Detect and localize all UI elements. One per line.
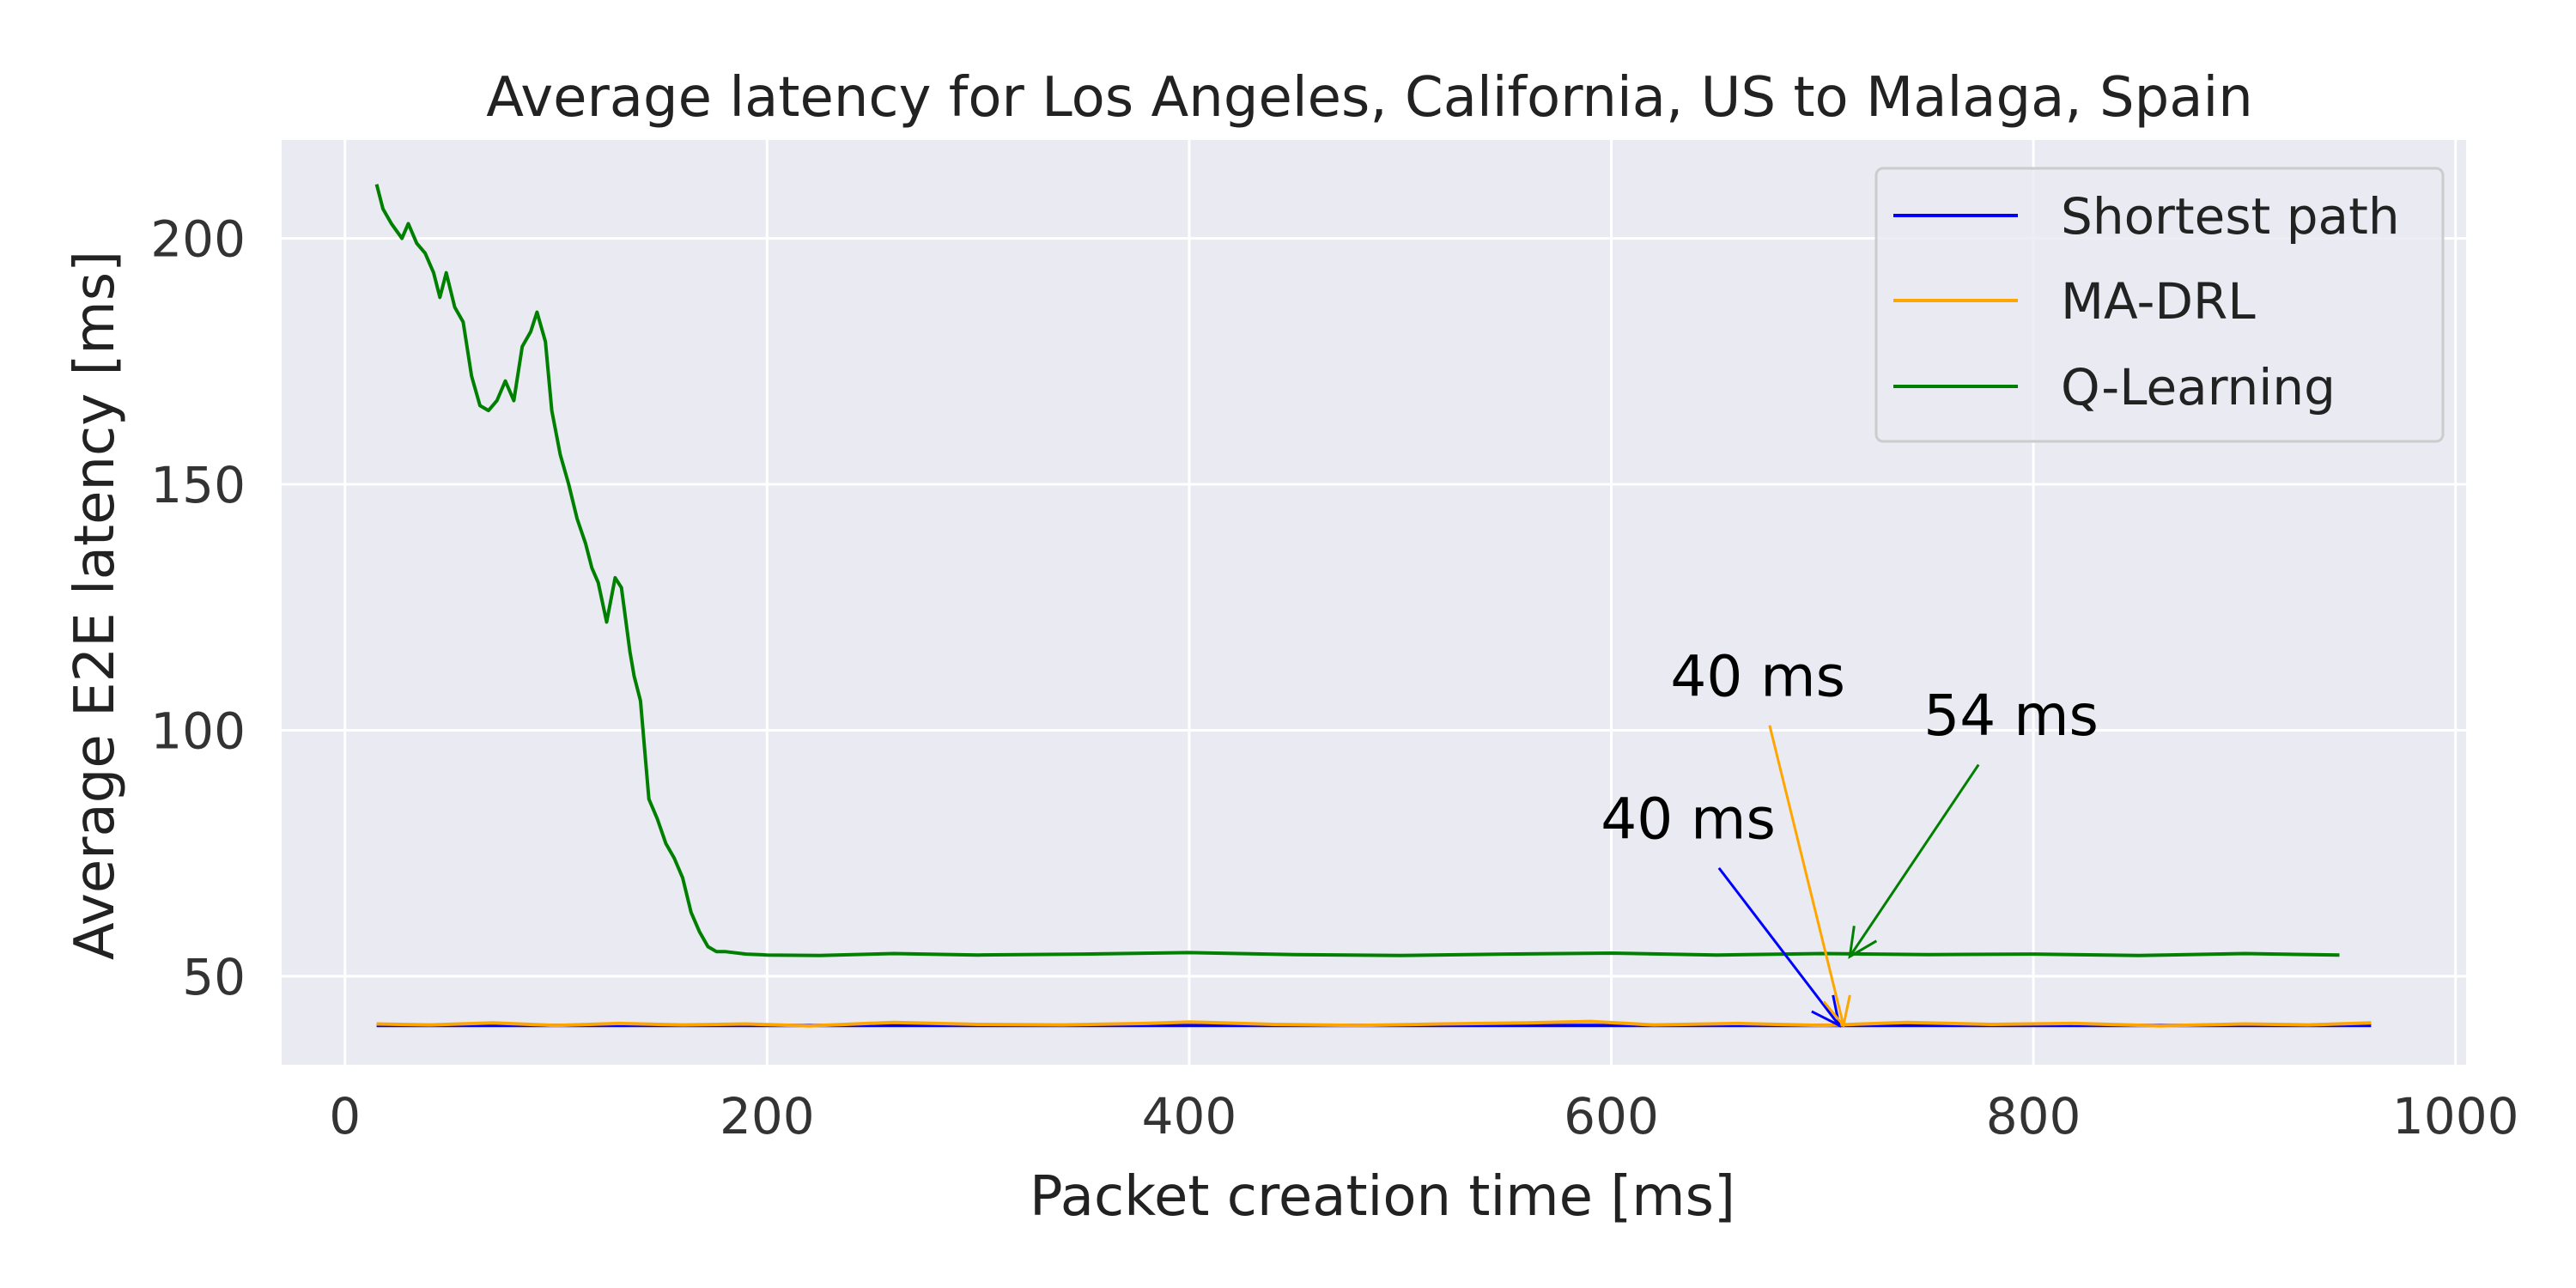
x-tick-label: 800 bbox=[1986, 1087, 2081, 1145]
series-layer bbox=[374, 184, 2372, 1028]
x-tick-label: 400 bbox=[1142, 1087, 1237, 1145]
legend-label-q-learning: Q-Learning bbox=[2061, 358, 2336, 416]
y-axis-label: Average E2E latency [ms] bbox=[64, 251, 127, 960]
x-tick-label: 0 bbox=[329, 1087, 361, 1145]
legend-label-shortest-path: Shortest path bbox=[2061, 187, 2400, 246]
annotation-label-1: 40 ms bbox=[1670, 643, 1845, 709]
annotation-arrowhead-2 bbox=[1848, 926, 1878, 959]
annotation-label-2: 54 ms bbox=[1923, 683, 2099, 749]
chart-title: Average latency for Los Angeles, Califor… bbox=[486, 66, 2253, 130]
y-tick-label: 200 bbox=[150, 210, 246, 269]
x-tick-labels: 0 200 400 600 800 1000 bbox=[329, 1087, 2518, 1145]
y-tick-label: 50 bbox=[182, 948, 246, 1006]
x-tick-label: 1000 bbox=[2392, 1087, 2519, 1145]
x-tick-label: 600 bbox=[1564, 1087, 1659, 1145]
legend-box bbox=[1874, 167, 2445, 443]
y-tick-label: 150 bbox=[150, 456, 246, 514]
legend: Shortest path MA-DRL Q-Learning bbox=[1874, 167, 2445, 443]
legend-label-ma-drl: MA-DRL bbox=[2061, 272, 2256, 331]
series-line-q-learning bbox=[374, 184, 2340, 957]
series-line-ma-drl bbox=[376, 1019, 2372, 1028]
annotation-label-0: 40 ms bbox=[1601, 786, 1776, 852]
annotation-arrow-1 bbox=[1768, 725, 1845, 1026]
annotation-arrow-2 bbox=[1849, 763, 1980, 957]
annotation-arrow-0 bbox=[1717, 866, 1841, 1027]
annotation-layer: 40 ms 40 ms 54 ms bbox=[1601, 643, 2099, 1029]
x-axis-label: Packet creation time [ms] bbox=[1030, 1165, 1735, 1229]
x-tick-label: 200 bbox=[720, 1087, 815, 1145]
annotation-arrowhead-0 bbox=[1811, 994, 1842, 1028]
y-tick-label: 100 bbox=[150, 702, 246, 760]
y-tick-labels: 50 100 150 200 bbox=[150, 210, 246, 1006]
annotation-arrowhead-1 bbox=[1822, 994, 1851, 1029]
